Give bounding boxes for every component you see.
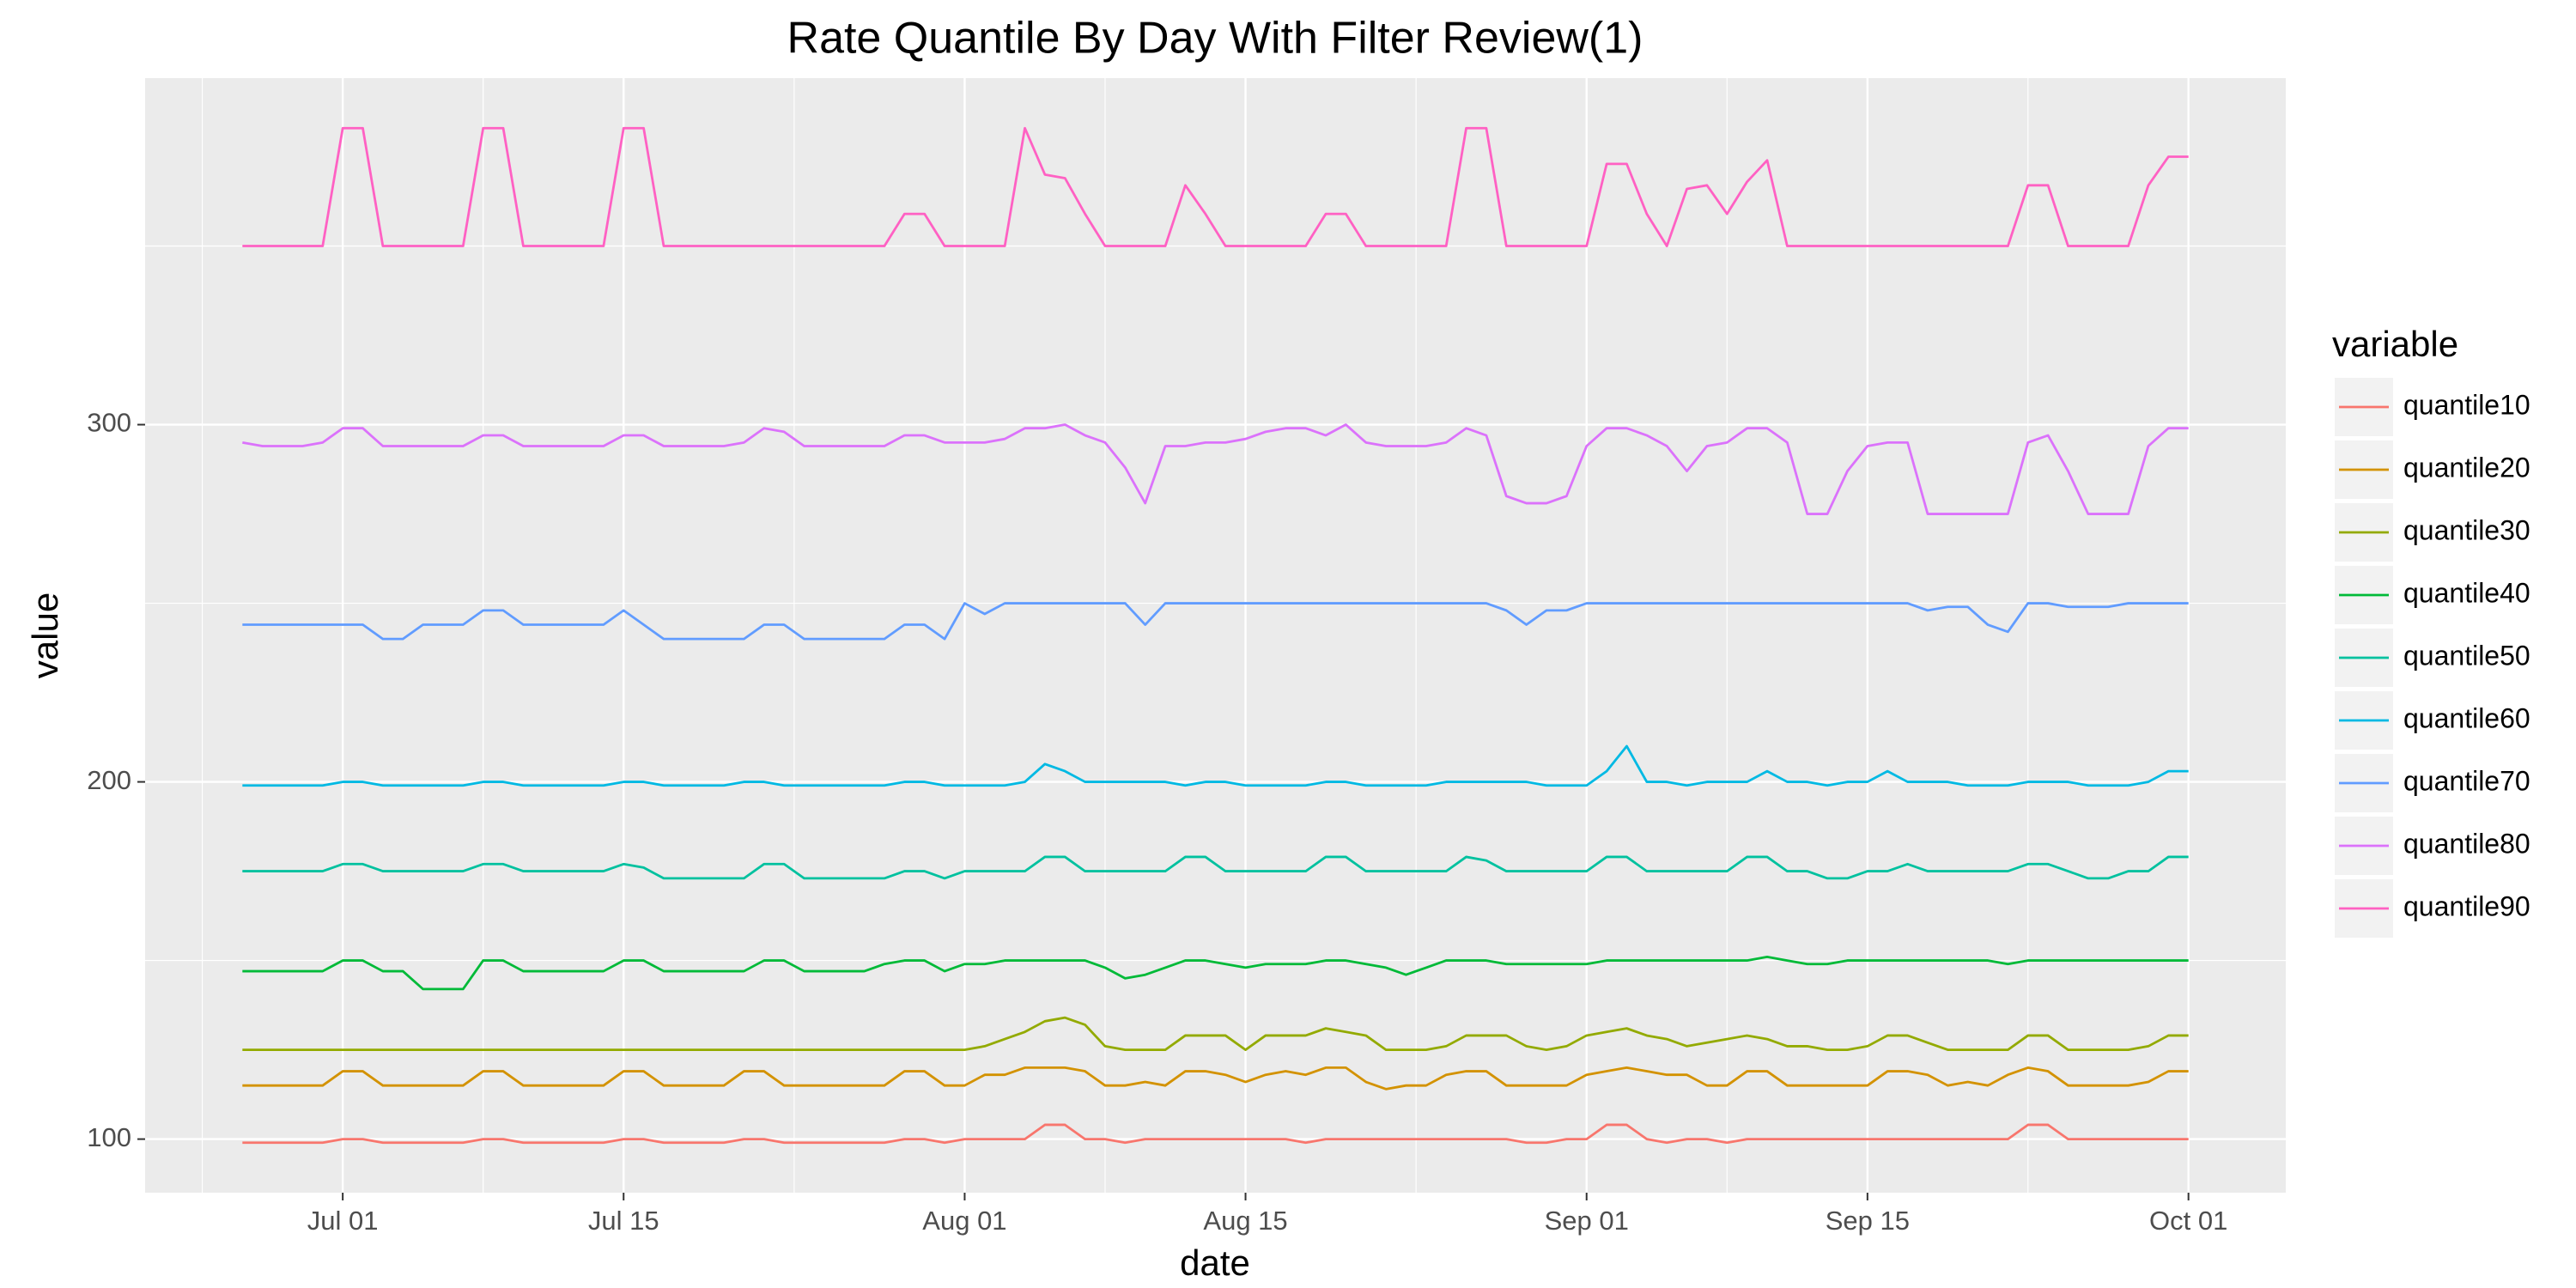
legend-label: quantile90 — [2403, 890, 2530, 921]
series-line — [242, 855, 2189, 880]
series-line — [242, 602, 2189, 641]
x-tick-label: Sep 01 — [1545, 1206, 1629, 1236]
y-axis-title: value — [25, 592, 65, 678]
legend-label: quantile40 — [2403, 577, 2530, 608]
y-tick-label: 100 — [87, 1122, 131, 1152]
series-line — [242, 1066, 2189, 1091]
legend-label: quantile20 — [2403, 452, 2530, 483]
chart-title: Rate Quantile By Day With Filter Review(… — [787, 14, 1643, 64]
x-tick-label: Aug 01 — [922, 1206, 1006, 1236]
x-tick-label: Aug 15 — [1203, 1206, 1287, 1236]
x-tick-label: Jul 01 — [307, 1206, 379, 1236]
legend: quantile10 quantile20 quantile30 quantile40… — [2335, 378, 2530, 938]
legend-label: quantile30 — [2403, 514, 2530, 545]
legend-label: quantile60 — [2403, 702, 2530, 733]
axes-group: 100 200 300 Jul 01 Jul 15 Aug 01 Aug 15 Sep 01 S… — [87, 408, 2227, 1236]
plot-panel-group — [145, 78, 2286, 1193]
legend-label: quantile10 — [2403, 389, 2530, 420]
series-line — [242, 744, 2189, 787]
series-line — [242, 423, 2189, 515]
legend-label: quantile50 — [2403, 640, 2530, 671]
series-line — [242, 1123, 2189, 1145]
x-tick-label: Oct 01 — [2149, 1206, 2227, 1236]
y-tick-label: 200 — [87, 765, 131, 795]
plot-panel — [145, 78, 2286, 1193]
y-tick-label: 300 — [87, 408, 131, 438]
legend-title: variable — [2332, 324, 2458, 364]
series-line — [242, 956, 2189, 991]
legend-label: quantile70 — [2403, 765, 2530, 796]
lines-group — [242, 126, 2189, 1145]
legend-label: quantile80 — [2403, 828, 2530, 859]
series-line — [242, 1016, 2189, 1051]
series-line — [242, 126, 2189, 247]
x-tick-label: Jul 15 — [588, 1206, 659, 1236]
x-axis-title: date — [1180, 1242, 1250, 1283]
x-tick-label: Sep 15 — [1826, 1206, 1910, 1236]
